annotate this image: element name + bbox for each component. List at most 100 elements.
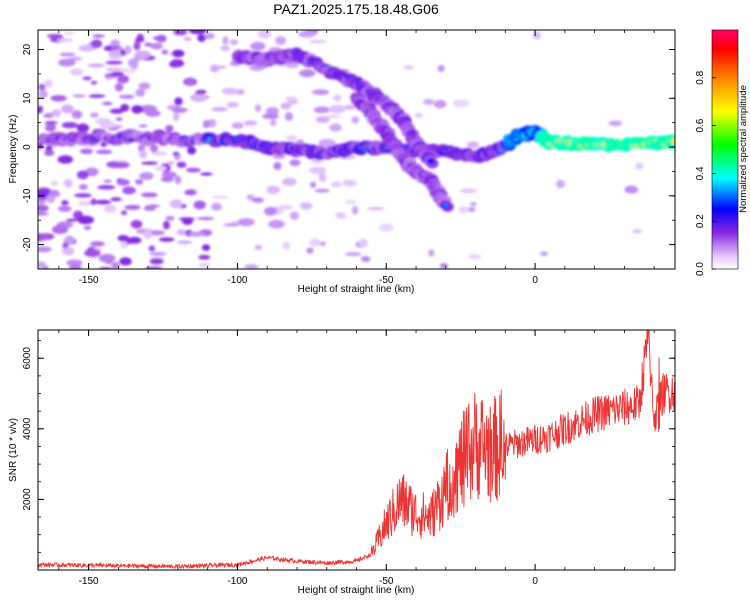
snr-x-tick-label: -50 xyxy=(379,576,394,587)
spectrogram-cell xyxy=(223,223,237,227)
spectrogram-cell xyxy=(144,42,153,47)
snr-panel: -150 -100 -50 0 2000 4000 6000 Height of strai… xyxy=(8,329,676,596)
spectrogram-cell xyxy=(162,220,171,230)
spectrogram-cell xyxy=(90,39,103,49)
spectrogram-cell xyxy=(78,183,88,191)
spectrogram-cell xyxy=(94,199,112,205)
spectrogram-cell xyxy=(57,155,74,164)
spectrogram-cell xyxy=(254,104,262,113)
spectrogram-cell xyxy=(309,181,317,188)
spectrogram-cell xyxy=(161,49,169,55)
spectrogram-cell xyxy=(443,203,449,208)
spectrogram-cell xyxy=(204,32,215,40)
spectrogram-cell xyxy=(161,171,177,179)
spectrogram-cell xyxy=(222,36,229,45)
spectrogram-cell xyxy=(116,179,130,186)
colorbar-tick-label: 0.6 xyxy=(695,118,706,132)
spectrogram-frame xyxy=(37,29,676,270)
snr-frame xyxy=(37,329,676,571)
spectrogram-cell xyxy=(631,229,643,234)
spectrogram-cell xyxy=(202,120,211,129)
spectrogram-cell xyxy=(167,161,175,165)
snr-series-line xyxy=(38,330,675,570)
spectrogram-cell xyxy=(141,192,158,198)
spectrogram-cell xyxy=(38,212,50,216)
spectrogram-cell xyxy=(310,158,325,164)
spectrogram-cell xyxy=(63,179,73,188)
spectrogram-cell xyxy=(61,246,75,256)
spectrogram-cell xyxy=(315,116,330,123)
snr-y-tick-label: 6000 xyxy=(22,347,33,370)
spectrogram-cell xyxy=(174,175,182,185)
snr-y-tick-label: 4000 xyxy=(22,417,33,440)
spectrogram-cell xyxy=(119,257,132,266)
spectrogram-cell xyxy=(148,245,156,252)
spectrogram-cell xyxy=(149,258,164,265)
spectrogram-cell xyxy=(231,122,244,129)
spectrogram-x-tick-label: -100 xyxy=(227,275,247,286)
spectrogram-cell xyxy=(273,162,282,170)
spectrogram-cell xyxy=(110,197,122,202)
spectrogram-cell xyxy=(73,193,92,198)
spectrogram-cell xyxy=(351,116,359,124)
spectrogram-cell xyxy=(285,96,298,101)
spectrogram-cell xyxy=(145,204,160,208)
spectrogram-cell xyxy=(52,109,61,117)
spectrogram-cell xyxy=(308,39,327,44)
spectrogram-cell xyxy=(38,90,48,98)
spectrogram-cell xyxy=(105,60,123,65)
spectrogram-cell xyxy=(198,254,211,260)
spectrogram-cell xyxy=(467,141,480,149)
spectrogram-cell xyxy=(285,135,298,141)
spectrogram-cell xyxy=(250,41,266,51)
spectrogram-y-tick-label: 10 xyxy=(22,92,33,104)
spectrogram-cell xyxy=(158,237,175,242)
spectrogram-cell xyxy=(38,233,46,242)
spectrogram-cell xyxy=(135,89,146,97)
spectrogram-cell xyxy=(266,185,281,195)
spectrogram-cell xyxy=(404,65,414,70)
spectrogram-cell xyxy=(378,223,394,232)
spectrogram-cell xyxy=(289,159,301,167)
snr-ticks: -150 -100 -50 0 2000 4000 6000 xyxy=(22,330,675,587)
spectrogram-cell xyxy=(108,49,122,58)
spectrogram-cell xyxy=(428,249,435,257)
spectrogram-cell xyxy=(117,234,130,242)
spectrogram-cell xyxy=(50,95,67,102)
spectrogram-cell xyxy=(82,76,92,81)
spectrogram-cell xyxy=(44,121,59,125)
spectrogram-cell xyxy=(282,242,291,250)
spectrogram-cell xyxy=(149,252,167,256)
spectrogram-cell xyxy=(173,30,188,36)
spectrogram-cell xyxy=(117,74,130,84)
spectrogram-cell xyxy=(539,251,548,256)
spectrogram-cell xyxy=(98,253,116,263)
spectrogram-cell xyxy=(165,125,174,133)
snr-y-tick-label: 2000 xyxy=(22,488,33,511)
spectrogram-cell xyxy=(127,58,139,67)
spectrogram-cell xyxy=(344,199,357,205)
spectrogram-cell xyxy=(105,67,124,72)
spectrogram-cell xyxy=(300,202,313,210)
spectrogram-cell xyxy=(139,172,154,180)
spectrogram-cell xyxy=(264,206,278,216)
spectrogram-cell xyxy=(44,150,55,156)
spectrogram-cell xyxy=(101,101,113,106)
spectrogram-cell xyxy=(61,121,79,129)
spectrogram-cell xyxy=(188,231,205,237)
spectrogram-cell xyxy=(134,50,151,59)
spectrogram-cell xyxy=(77,201,95,206)
spectrogram-cell xyxy=(171,107,188,113)
spectrogram-cell xyxy=(110,39,121,48)
spectrogram-cell xyxy=(69,263,82,269)
spectrogram-cell xyxy=(470,202,477,206)
spectrogram-x-tick-label: 0 xyxy=(532,275,538,286)
spectrogram-cell xyxy=(226,101,239,108)
spectrogram-x-tick-label: -50 xyxy=(379,275,394,286)
spectrogram-cell xyxy=(452,99,470,108)
spectrogram-cell xyxy=(103,179,113,183)
spectrogram-cell xyxy=(64,235,75,244)
spectrogram-cell xyxy=(313,106,330,114)
spectrogram-cell xyxy=(197,34,206,42)
